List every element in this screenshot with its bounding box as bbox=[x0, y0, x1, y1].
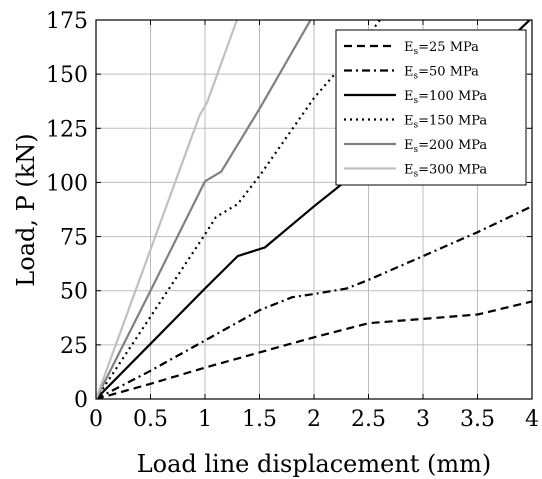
legend-label-subscript: s bbox=[414, 170, 419, 180]
legend-label-subscript: s bbox=[414, 145, 419, 155]
tick-group: 0 0.5 1 1.5 2 2.5 3 3.5 4 0 25 50 75 100 125 150 175 bbox=[46, 9, 539, 432]
legend-label-main: E bbox=[404, 163, 414, 178]
legend-label-0: Es=25 MPa bbox=[404, 40, 479, 57]
legend-label-rest: =150 MPa bbox=[418, 114, 487, 129]
legend-box bbox=[335, 29, 527, 186]
legend-label-rest: =25 MPa bbox=[418, 40, 479, 55]
y-tick-label: 25 bbox=[60, 334, 88, 359]
y-tick-label: 175 bbox=[46, 9, 88, 34]
legend-label-subscript: s bbox=[414, 121, 419, 131]
legend-label-rest: =300 MPa bbox=[418, 163, 487, 178]
y-tick-label: 50 bbox=[60, 280, 88, 305]
legend-label-main: E bbox=[404, 65, 414, 80]
y-axis-label: Load, P (kN) bbox=[12, 133, 40, 286]
legend-label-5: Es=300 MPa bbox=[404, 163, 487, 180]
series-line-1 bbox=[96, 205, 532, 399]
legend-label-1: Es=50 MPa bbox=[404, 65, 479, 82]
x-tick-label: 0 bbox=[89, 407, 103, 432]
legend-label-2: Es=100 MPa bbox=[404, 89, 487, 106]
legend-label-4: Es=200 MPa bbox=[404, 138, 487, 155]
legend-label-subscript: s bbox=[414, 96, 419, 106]
legend-label-subscript: s bbox=[414, 47, 419, 57]
series-line-5 bbox=[96, 20, 239, 399]
y-tick-label: 125 bbox=[46, 117, 88, 142]
y-tick-label: 100 bbox=[46, 171, 88, 196]
legend-label-3: Es=150 MPa bbox=[404, 114, 487, 131]
legend-label-rest: =50 MPa bbox=[418, 65, 479, 80]
series-line-0 bbox=[96, 300, 532, 399]
legend-label-rest: =200 MPa bbox=[418, 138, 487, 153]
x-tick-label: 1.5 bbox=[242, 407, 277, 432]
legend-label-main: E bbox=[404, 138, 414, 153]
x-tick-label: 4 bbox=[525, 407, 539, 432]
legend-label-main: E bbox=[404, 114, 414, 129]
legend-label-rest: =100 MPa bbox=[418, 89, 487, 104]
x-tick-label: 3.5 bbox=[460, 407, 495, 432]
x-tick-label: 3 bbox=[416, 407, 430, 432]
x-tick-label: 2 bbox=[307, 407, 321, 432]
legend-label-main: E bbox=[404, 89, 414, 104]
y-tick-label: 0 bbox=[74, 388, 88, 413]
x-tick-label: 0.5 bbox=[133, 407, 168, 432]
x-axis-label: Load line displacement (mm) bbox=[137, 450, 492, 478]
legend-label-subscript: s bbox=[414, 72, 419, 82]
x-tick-label: 1 bbox=[198, 407, 212, 432]
y-tick-label: 150 bbox=[46, 63, 88, 88]
series-line-4 bbox=[96, 20, 312, 399]
legend-label-main: E bbox=[404, 40, 414, 55]
x-tick-label: 2.5 bbox=[351, 407, 386, 432]
y-tick-label: 75 bbox=[60, 226, 88, 251]
